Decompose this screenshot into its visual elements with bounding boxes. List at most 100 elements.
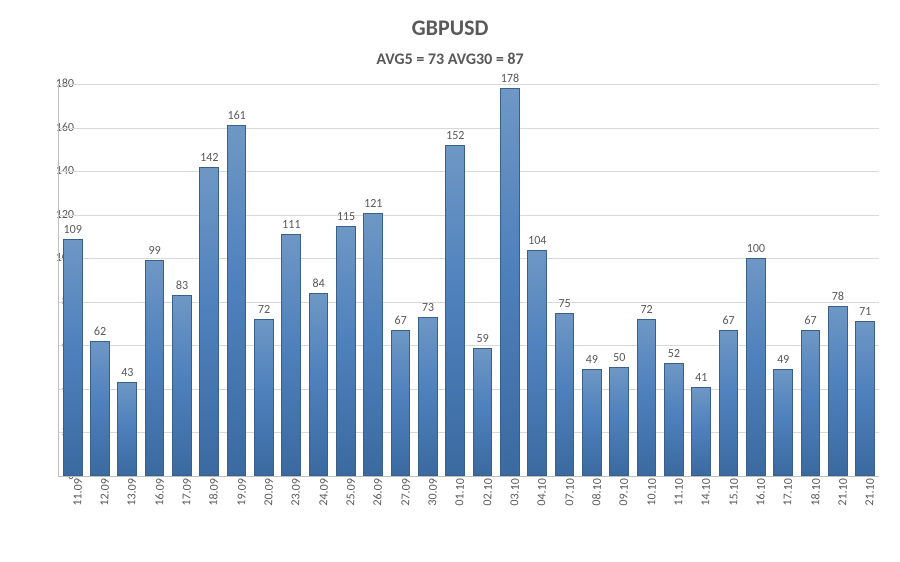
bar xyxy=(828,306,848,476)
x-axis-tick-label: 26.09 xyxy=(359,478,386,548)
bar-value-label: 41 xyxy=(695,371,707,385)
bar xyxy=(63,239,83,476)
bar-value-label: 111 xyxy=(282,218,300,232)
bar xyxy=(773,369,793,476)
bar-value-label: 49 xyxy=(586,353,598,367)
bar-slot: 41 xyxy=(688,84,715,476)
bar-value-label: 67 xyxy=(722,314,734,328)
bar-slot: 72 xyxy=(633,84,660,476)
bar xyxy=(117,382,137,476)
bar xyxy=(855,321,875,476)
bar-slot: 75 xyxy=(551,84,578,476)
bar-slot: 62 xyxy=(86,84,113,476)
bar-value-label: 72 xyxy=(258,303,270,317)
bar xyxy=(254,319,274,476)
bar xyxy=(719,330,739,476)
bar xyxy=(199,167,219,476)
x-axis-tick-label: 11.10 xyxy=(659,478,686,548)
bar xyxy=(309,293,329,476)
bar-value-label: 142 xyxy=(200,151,218,165)
x-axis-labels: 11.0912.0913.0916.0917.0918.0919.0920.09… xyxy=(58,478,878,548)
bar-slot: 99 xyxy=(141,84,168,476)
bar xyxy=(801,330,821,476)
chart-subtitle: AVG5 = 73 AVG30 = 87 xyxy=(0,50,900,69)
chart-title: GBPUSD xyxy=(0,14,900,41)
x-axis-tick-label: 13.09 xyxy=(113,478,140,548)
bar-value-label: 83 xyxy=(176,279,188,293)
bar-value-label: 99 xyxy=(149,244,161,258)
x-axis-tick-label: 19.09 xyxy=(222,478,249,548)
bar-slot: 59 xyxy=(469,84,496,476)
bar-slot: 100 xyxy=(742,84,769,476)
bar xyxy=(172,295,192,476)
bar xyxy=(391,330,411,476)
bar-slot: 50 xyxy=(606,84,633,476)
plot-area: 1096243998314216172111841151216773152591… xyxy=(58,84,879,477)
x-axis-tick-label: 02.10 xyxy=(468,478,495,548)
bar-value-label: 49 xyxy=(777,353,789,367)
bar-slot: 67 xyxy=(797,84,824,476)
x-axis-tick-label: 17.09 xyxy=(167,478,194,548)
bar-value-label: 62 xyxy=(94,325,106,339)
x-axis-tick-label: 14.10 xyxy=(687,478,714,548)
bar-value-label: 100 xyxy=(747,242,765,256)
bar-value-label: 84 xyxy=(313,277,325,291)
bar-slot: 67 xyxy=(387,84,414,476)
x-axis-tick-label: 21.10 xyxy=(823,478,850,548)
bar-value-label: 109 xyxy=(64,223,82,237)
x-axis-tick-label: 09.10 xyxy=(605,478,632,548)
bar-slot: 78 xyxy=(824,84,851,476)
x-axis-tick-label: 11.09 xyxy=(58,478,85,548)
bar xyxy=(609,367,629,476)
x-axis-tick-label: 16.09 xyxy=(140,478,167,548)
bar-slot: 121 xyxy=(360,84,387,476)
bar-value-label: 67 xyxy=(395,314,407,328)
bar xyxy=(582,369,602,476)
bar-value-label: 152 xyxy=(446,129,464,143)
bar xyxy=(418,317,438,476)
bar-value-label: 78 xyxy=(832,290,844,304)
bar-value-label: 161 xyxy=(228,109,246,123)
bar-slot: 67 xyxy=(715,84,742,476)
bar xyxy=(363,213,383,477)
bar-value-label: 50 xyxy=(613,351,625,365)
x-axis-tick-label: 17.10 xyxy=(769,478,796,548)
bar-slot: 49 xyxy=(578,84,605,476)
bar-slot: 49 xyxy=(770,84,797,476)
x-axis-tick-label: 21.10 xyxy=(851,478,878,548)
x-axis-tick-label: 16.10 xyxy=(741,478,768,548)
x-axis-tick-label: 03.10 xyxy=(495,478,522,548)
bar xyxy=(281,234,301,476)
bar-slot: 161 xyxy=(223,84,250,476)
bar-slot: 104 xyxy=(524,84,551,476)
bar xyxy=(445,145,465,476)
x-axis-tick-label: 30.09 xyxy=(413,478,440,548)
bar-value-label: 71 xyxy=(859,305,871,319)
bar-slot: 115 xyxy=(332,84,359,476)
bar-slot: 83 xyxy=(168,84,195,476)
bar-slot: 84 xyxy=(305,84,332,476)
bar-slot: 142 xyxy=(196,84,223,476)
bar-slot: 152 xyxy=(442,84,469,476)
bar-value-label: 121 xyxy=(364,197,382,211)
bar-slot: 109 xyxy=(59,84,86,476)
x-axis-tick-label: 18.09 xyxy=(195,478,222,548)
bars-group: 1096243998314216172111841151216773152591… xyxy=(59,84,879,476)
bar-value-label: 59 xyxy=(476,332,488,346)
bar xyxy=(664,363,684,476)
bar-value-label: 43 xyxy=(121,366,133,380)
chart-container: GBPUSD AVG5 = 73 AVG30 = 87 020406080100… xyxy=(0,0,900,562)
bar xyxy=(90,341,110,476)
x-axis-tick-label: 12.09 xyxy=(85,478,112,548)
x-axis-tick-label: 04.10 xyxy=(523,478,550,548)
bar xyxy=(227,125,247,476)
x-axis-tick-label: 23.09 xyxy=(277,478,304,548)
x-axis-tick-label: 27.09 xyxy=(386,478,413,548)
bar xyxy=(691,387,711,476)
bar-value-label: 104 xyxy=(528,234,546,248)
x-axis-tick-label: 15.10 xyxy=(714,478,741,548)
x-axis-tick-label: 20.09 xyxy=(249,478,276,548)
bar-slot: 72 xyxy=(250,84,277,476)
bar-value-label: 178 xyxy=(501,72,519,86)
x-axis-tick-label: 08.10 xyxy=(577,478,604,548)
